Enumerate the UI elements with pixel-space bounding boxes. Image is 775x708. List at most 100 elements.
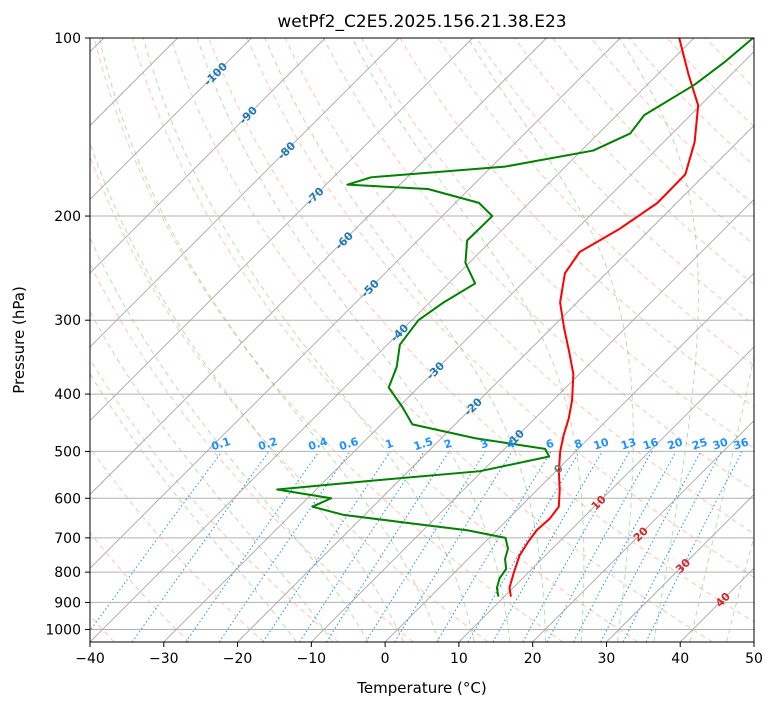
isotherm-line [237, 124, 754, 642]
isotherm-line [90, 38, 473, 422]
mixing-ratio-label: 16 [641, 435, 660, 452]
isotherm-label: -70 [303, 185, 326, 208]
mixing-ratio-label: 30 [711, 435, 730, 452]
y-tick-label: 700 [54, 531, 81, 547]
dry-adiabat [246, 38, 754, 578]
x-axis-label: Temperature (°C) [356, 679, 486, 697]
isotherm-line [753, 641, 754, 642]
mixing-ratio-line [645, 451, 743, 642]
mixing-ratio-line [600, 451, 702, 642]
dry-adiabat [514, 38, 754, 286]
mixing-ratio-line [185, 451, 320, 642]
mixing-ratio-label: 8 [573, 437, 584, 452]
isotherm-line [532, 420, 754, 642]
mixing-ratio-label: 25 [690, 436, 709, 453]
moist-adiabat [264, 38, 547, 642]
y-tick-label: 1000 [45, 622, 81, 638]
dry-adiabat [399, 38, 754, 408]
mixing-ratio-label: 20 [666, 435, 685, 452]
mixing-ratio-line [299, 451, 425, 642]
mixing-ratio-line [546, 451, 653, 642]
mixing-ratio-line [326, 451, 450, 642]
isotherm-label: -40 [388, 321, 411, 344]
isotherm-label: 10 [589, 493, 609, 513]
mixing-ratio-label: 6 [544, 437, 556, 452]
isotherm-line [90, 38, 621, 569]
mixing-ratio-label: 10 [592, 435, 611, 452]
mixing-ratio-label: 36 [732, 435, 751, 452]
mixing-ratio-line [522, 451, 631, 642]
dry-adiabat [90, 155, 489, 642]
isotherm-line [606, 493, 754, 642]
isotherm-label: 30 [673, 556, 693, 576]
isotherm-line [90, 38, 547, 496]
dry-adiabat [590, 38, 754, 206]
dry-adiabat [208, 38, 754, 623]
dry-adiabat [131, 38, 639, 642]
mixing-ratio-line [90, 451, 223, 632]
mixing-ratio-label: 0.4 [307, 435, 330, 453]
x-tick-label: 0 [381, 651, 390, 667]
dry-adiabat [437, 38, 754, 367]
moist-adiabat [619, 38, 699, 642]
moist-adiabat [351, 38, 585, 642]
isotherm-line [679, 567, 754, 642]
temperature-profile-line [508, 38, 700, 597]
x-tick-label: 30 [598, 651, 616, 667]
moist-adiabat [90, 141, 405, 642]
x-tick-label: −30 [149, 651, 179, 667]
moist-adiabat [90, 372, 297, 642]
y-tick-label: 300 [54, 313, 81, 329]
mixing-ratio-line [218, 451, 351, 642]
dry-adiabat [361, 38, 754, 450]
mixing-ratio-line [622, 451, 722, 642]
isotherm-label: -30 [424, 359, 447, 382]
moist-adiabat [142, 38, 475, 642]
x-tick-label: 50 [745, 651, 763, 667]
y-tick-label: 400 [54, 387, 81, 403]
moist-adiabat [90, 236, 369, 642]
x-tick-label: 40 [671, 651, 689, 667]
y-tick-label: 900 [54, 595, 81, 611]
isotherm-label: 20 [631, 524, 651, 544]
isotherm-line [163, 51, 754, 642]
mixing-ratio-label: 13 [619, 436, 638, 453]
dry-adiabat [90, 358, 339, 642]
dry-adiabat [93, 38, 564, 642]
isotherm-line [90, 38, 326, 274]
isotherm-line [90, 38, 252, 200]
moist-adiabat [98, 38, 440, 642]
mixing-ratio-line [394, 451, 513, 642]
dry-adiabat [552, 38, 754, 246]
dry-adiabat [743, 38, 754, 49]
mixing-ratio-label: 0.6 [338, 435, 361, 453]
isotherm-line [311, 198, 754, 642]
moist-adiabat [90, 310, 333, 642]
isotherm-line [90, 38, 695, 642]
mixing-ratio-label: 0.1 [210, 435, 233, 453]
y-tick-label: 100 [54, 31, 81, 47]
mixing-ratio-label: 4 [505, 437, 517, 452]
isotherm-label: -100 [201, 60, 230, 89]
mixing-ratio-label: 3 [479, 437, 490, 452]
x-tick-label: −20 [223, 651, 253, 667]
y-axis-label: Pressure (hPa) [10, 286, 28, 394]
y-tick-label: 500 [54, 444, 81, 460]
mixing-ratio-label: 0.2 [257, 435, 280, 453]
x-tick-label: −40 [75, 651, 105, 667]
mixing-ratio-label: 1 [384, 437, 395, 452]
mixing-ratio-line [436, 451, 552, 642]
dry-adiabat [628, 38, 754, 167]
plot-frame [89, 37, 755, 643]
chart-title: wetPf2_C2E5.2025.156.21.38.E23 [277, 12, 566, 32]
dry-adiabat [90, 262, 414, 642]
isotherm-label: -60 [333, 229, 356, 252]
mixing-ratio-line [573, 451, 677, 642]
moist-adiabat [689, 354, 754, 642]
isotherm-label: -90 [237, 104, 260, 127]
isotherm-line [90, 38, 400, 348]
x-tick-label: 20 [524, 651, 542, 667]
isotherm-line [458, 346, 754, 642]
isotherm-line [384, 272, 754, 642]
dry-adiabat [90, 531, 190, 642]
